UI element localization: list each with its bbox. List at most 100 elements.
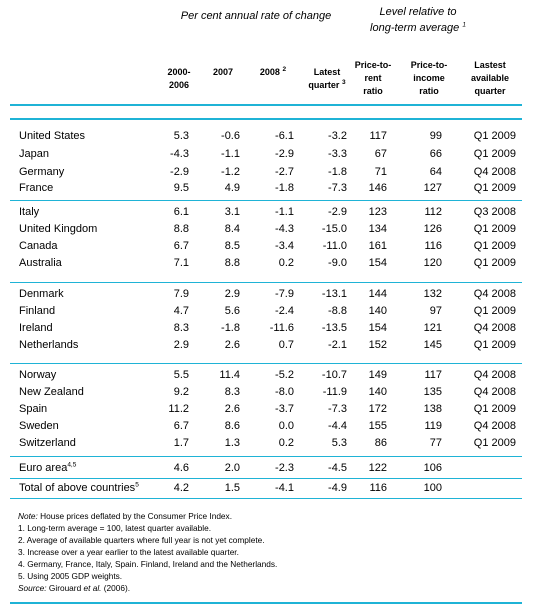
note-item: 5. Using 2005 GDP weights. (18, 571, 123, 581)
column-header-line: 2007 (212, 67, 234, 77)
table-cell: -7.3 (328, 182, 347, 194)
country-name: United Kingdom (19, 223, 98, 235)
table-cell: 140 (368, 305, 387, 317)
note-item: 2. Average of available quarters where f… (18, 535, 265, 545)
table-row: Switzerland 1.7 1.3 0.2 5.3 86 77 Q1 2009 (10, 434, 522, 452)
country-name: Sweden (19, 420, 59, 432)
table-cell: -2.9 (170, 166, 189, 178)
column-header-line: 2008 2 (259, 66, 287, 77)
column-header-line: income (413, 73, 445, 83)
table-cell: 140 (368, 386, 387, 398)
table-cell: 144 (368, 288, 387, 300)
table-cell: Q1 2009 (473, 240, 516, 252)
table-cell: Q1 2009 (473, 257, 516, 269)
table-row: Italy 6.1 3.1 -1.1 -2.9 123 112 Q3 2008 (10, 203, 522, 221)
table-cell: 64 (429, 166, 442, 178)
table-cell: -6.1 (275, 130, 294, 142)
table-cell: 127 (423, 182, 442, 194)
table-cell: 134 (368, 223, 387, 235)
table-row: United States 5.3 -0.6 -6.1 -3.2 117 99 Q1 2009 (10, 127, 522, 145)
table-cell: 3.1 (224, 206, 240, 218)
group-header-level-line1: Level relative to (379, 6, 457, 18)
column-header: Price-to-income ratio (407, 59, 451, 98)
table-row: Euro area4,5 4.6 2.0 -2.3 -4.5 122 106 (10, 459, 522, 477)
table-cell: -1.8 (275, 182, 294, 194)
table-cell: 100 (423, 482, 442, 494)
column-header: 2008 2 (253, 66, 293, 79)
group-header-change: Per cent annual rate of change (180, 10, 332, 22)
table-cell: -4.3 (170, 148, 189, 160)
table-cell: 116 (369, 482, 387, 494)
table-cell: 11.4 (219, 369, 240, 381)
table-cell: -0.6 (221, 130, 240, 142)
column-header-line: Latest (313, 67, 341, 77)
table-cell: 126 (423, 223, 442, 235)
table-cell: Q4 2008 (473, 166, 516, 178)
table-row: Norway 5.5 11.4 -5.2 -10.7 149 117 Q4 2008 (10, 366, 522, 384)
table-rule (10, 363, 522, 364)
column-header-line: ratio (419, 86, 439, 96)
country-name: Germany (19, 166, 65, 178)
table-cell: 8.8 (173, 223, 189, 235)
table-cell: 116 (424, 240, 442, 252)
table-row: Spain 11.2 2.6 -3.7 -7.3 172 138 Q1 2009 (10, 400, 522, 418)
table-cell: -3.4 (275, 240, 294, 252)
country-name: Denmark (19, 288, 64, 300)
table-cell: 11.2 (168, 403, 189, 415)
table-cell: 9.5 (173, 182, 189, 194)
table-cell: Q1 2009 (473, 148, 516, 160)
table-cell: -13.1 (321, 288, 347, 300)
table-row: Ireland 8.3 -1.8 -11.6 -13.5 154 121 Q4 2008 (10, 319, 522, 337)
table-cell: 5.3 (331, 437, 347, 449)
group-header-level-line2: long-term average 1 (370, 21, 466, 34)
table-cell: -7.3 (328, 403, 347, 415)
table-cell: -7.9 (275, 288, 294, 300)
table-cell: 2.9 (224, 288, 240, 300)
country-name: Euro area4,5 (19, 461, 77, 474)
table-cell: 119 (424, 420, 442, 432)
table-cell: 106 (423, 462, 442, 474)
table-cell: 4.6 (173, 462, 189, 474)
table-cell: -8.8 (328, 305, 347, 317)
column-header: Latest quarter 3 (302, 66, 352, 92)
table-cell: 97 (429, 305, 442, 317)
note-source: Source: Girouard et al. (2006). (18, 583, 131, 593)
column-header-line: 2000- (167, 67, 191, 77)
table-cell: 2.9 (173, 339, 189, 351)
table-cell: Q1 2009 (473, 223, 516, 235)
table-cell: 155 (368, 420, 387, 432)
table-cell: 1.5 (224, 482, 240, 494)
country-name: Spain (19, 403, 48, 415)
table-cell: -4.1 (275, 482, 294, 494)
note-items: 1. Long-term average = 100, latest quart… (18, 522, 518, 582)
column-header: 2000- 2006 (162, 66, 196, 92)
table-cell: -8.0 (275, 386, 294, 398)
table-cell: -9.0 (328, 257, 347, 269)
table-row: Canada 6.7 8.5 -3.4 -11.0 161 116 Q1 2009 (10, 237, 522, 255)
table-cell: -1.1 (221, 148, 240, 160)
table-cell: -11.0 (322, 240, 347, 252)
table-cell: Q3 2008 (473, 206, 516, 218)
table-cell: -1.1 (275, 206, 294, 218)
note-item: 4. Germany, France, Italy, Spain. Finlan… (18, 559, 278, 569)
table-cell: -5.2 (275, 369, 294, 381)
table-rule (10, 104, 522, 106)
country-name: Total of above countries5 (19, 481, 139, 494)
table-cell: 145 (423, 339, 442, 351)
table-cell: Q1 2009 (473, 339, 516, 351)
table-row: France 9.5 4.9 -1.8 -7.3 146 127 Q1 2009 (10, 179, 522, 197)
table-cell: 152 (368, 339, 387, 351)
table-cell: 0.2 (278, 437, 294, 449)
table-cell: -4.4 (328, 420, 347, 432)
table-rule (10, 498, 522, 499)
table-cell: Q1 2009 (473, 403, 516, 415)
country-name: United States (19, 130, 86, 142)
table-row: Netherlands 2.9 2.6 0.7 -2.1 152 145 Q1 2009 (10, 336, 522, 354)
table-cell: Q1 2009 (473, 437, 516, 449)
table-cell: -4.5 (328, 462, 347, 474)
table-cell: Q4 2008 (473, 322, 516, 334)
table-cell: -1.8 (328, 166, 347, 178)
country-name: Australia (19, 257, 62, 269)
table-cell: Q4 2008 (473, 288, 516, 300)
table-row: New Zealand 9.2 8.3 -8.0 -11.9 140 135 Q4 2008 (10, 383, 522, 401)
